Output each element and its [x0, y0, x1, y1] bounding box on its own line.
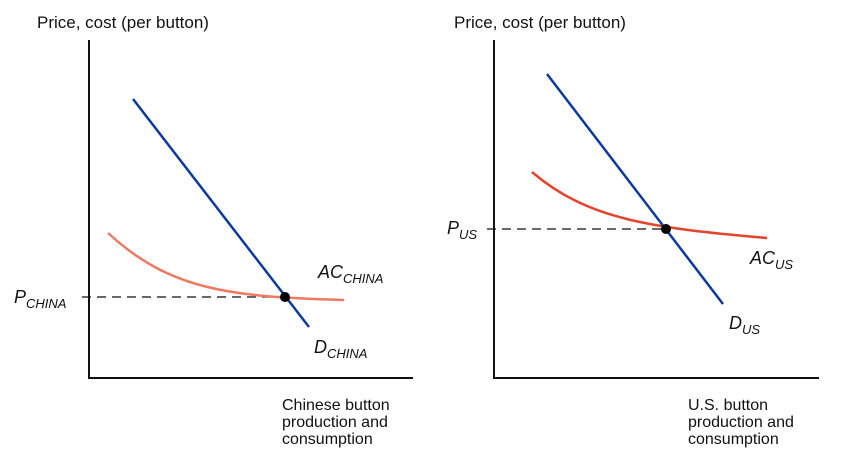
us-demand-label: DUS	[729, 313, 761, 337]
us-panel: Price, cost (per button) PUS ACUS DUS U.…	[423, 0, 846, 464]
us-ac-label: ACUS	[750, 248, 794, 272]
us-graph	[487, 40, 819, 379]
china-demand-label: DCHINA	[314, 337, 368, 361]
china-price-label: PCHINA	[14, 287, 67, 311]
china-ac-label: ACCHINA	[318, 262, 384, 286]
us-demand-line	[546, 73, 724, 305]
china-equilibrium-point	[280, 292, 290, 302]
china-graph	[82, 40, 413, 379]
china-ac-curve	[107, 232, 345, 302]
us-equilibrium-point	[661, 224, 671, 234]
us-x-axis-title: U.S. button production and consumption	[688, 397, 794, 448]
china-demand-line	[132, 98, 310, 328]
china-panel: Price, cost (per button) PCHINA ACCHINA …	[14, 13, 413, 448]
us-ac-curve	[531, 171, 768, 240]
china-y-axis-title: Price, cost (per button)	[37, 13, 209, 32]
china-x-axis-title: Chinese button production and consumptio…	[282, 397, 390, 448]
us-y-axis-title: Price, cost (per button)	[454, 13, 626, 32]
us-price-label: PUS	[447, 218, 478, 242]
